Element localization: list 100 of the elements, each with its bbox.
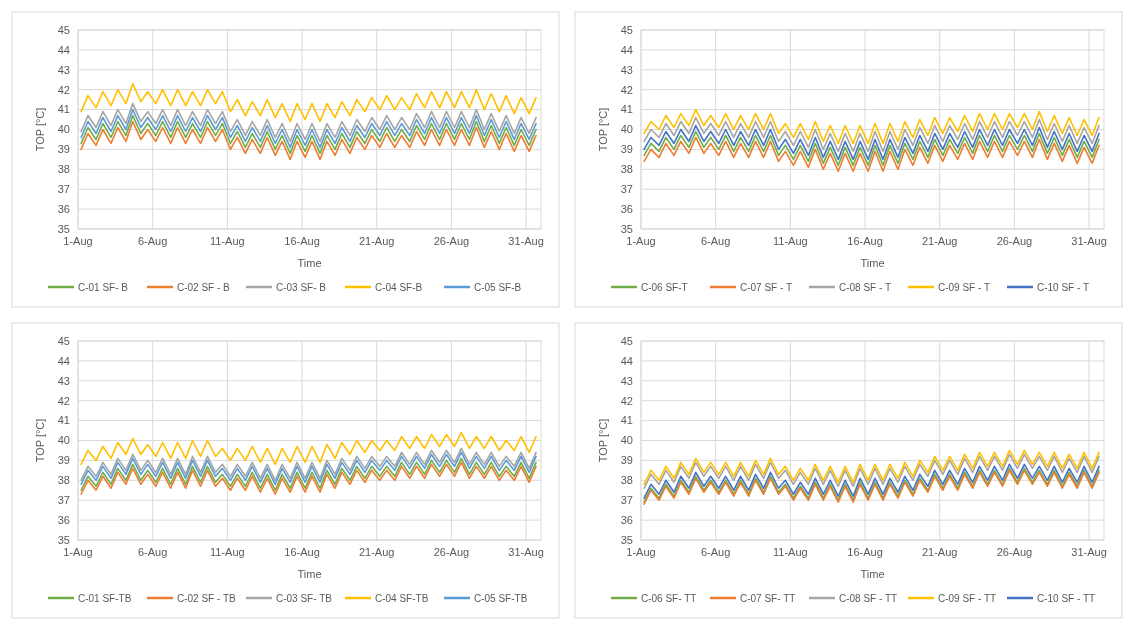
legend-label: C-06 SF- TT [641,592,697,604]
legend-label: C-03 SF- TB [276,592,333,604]
y-tick-label: 36 [620,513,633,526]
y-tick-label: 36 [57,513,70,526]
x-tick-label: 26-Aug [996,235,1033,247]
y-tick-label: 43 [57,63,70,76]
x-tick-label: 6-Aug [138,235,168,247]
y-tick-label: 39 [57,454,70,467]
line-series [643,108,1100,145]
x-tick-label: 16-Aug [284,546,320,558]
y-tick-label: 37 [57,183,70,196]
y-tick-label: 41 [57,414,70,427]
x-tick-label: 31-Aug [508,235,544,247]
legend-label: C-01 SF- B [78,281,129,293]
x-axis-title: Time [860,257,885,269]
y-tick-label: 36 [57,202,70,215]
y-axis-title: TOP [°C] [34,107,46,152]
y-tick-label: 35 [57,533,70,546]
y-tick-label: 44 [620,43,633,56]
legend-label: C-08 SF - TT [839,592,898,604]
legend-label: C-10 SF - T [1037,281,1090,293]
legend-label: C-01 SF-TB [78,592,132,604]
x-tick-label: 21-Aug [921,546,958,558]
y-axis-title: TOP [°C] [597,107,609,152]
line-series [643,124,1100,161]
x-tick-label: 1-Aug [63,235,93,247]
y-tick-label: 39 [620,454,633,467]
legend-label: C-07 SF - T [740,281,793,293]
y-tick-label: 40 [57,434,70,447]
line-series [80,82,537,123]
x-tick-label: 31-Aug [508,546,544,558]
legend-label: C-02 SF - B [177,281,231,293]
line-series [80,431,537,466]
x-tick-label: 6-Aug [701,546,731,558]
x-tick-label: 16-Aug [847,235,883,247]
x-axis-title: Time [297,568,322,580]
x-tick-label: 21-Aug [921,235,958,247]
y-tick-label: 38 [57,474,70,487]
x-axis-title: Time [297,257,322,269]
y-tick-label: 44 [57,354,70,367]
y-tick-label: 35 [620,533,633,546]
x-tick-label: 16-Aug [284,235,320,247]
y-tick-label: 45 [620,334,633,347]
y-tick-label: 35 [620,222,633,235]
x-axis-title: Time [860,568,885,580]
y-tick-label: 40 [57,123,70,136]
x-tick-label: 31-Aug [1071,235,1107,247]
y-axis-title: TOP [°C] [597,418,609,463]
legend-label: C-04 SF-TB [375,592,429,604]
x-tick-label: 11-Aug [773,235,808,247]
y-tick-label: 43 [57,374,70,387]
x-tick-label: 21-Aug [358,235,395,247]
legend-label: C-05 SF-TB [474,592,528,604]
line-series [80,120,537,161]
legend-label: C-03 SF- B [276,281,327,293]
y-tick-label: 40 [620,123,633,136]
legend-label: C-09 SF - T [938,281,991,293]
y-tick-label: 40 [620,434,633,447]
y-tick-label: 45 [57,23,70,36]
line-series [643,136,1100,173]
y-tick-label: 37 [57,494,70,507]
y-tick-label: 41 [57,103,70,116]
y-tick-label: 38 [620,163,633,176]
y-tick-label: 41 [620,414,633,427]
legend-label: C-09 SF - TT [938,592,997,604]
y-tick-label: 45 [620,23,633,36]
y-tick-label: 37 [620,183,633,196]
y-axis-title: TOP [°C] [34,418,46,463]
line-series [80,108,537,149]
x-tick-label: 11-Aug [773,546,808,558]
y-tick-label: 39 [620,143,633,156]
y-tick-label: 41 [620,103,633,116]
line-series [80,102,537,143]
legend-label: C-07 SF- TT [740,592,796,604]
x-tick-label: 11-Aug [210,546,245,558]
x-tick-label: 6-Aug [701,235,731,247]
y-tick-label: 38 [620,474,633,487]
y-tick-label: 43 [620,374,633,387]
x-tick-label: 26-Aug [996,546,1033,558]
y-tick-label: 42 [620,83,633,96]
y-tick-label: 42 [57,83,70,96]
x-tick-label: 11-Aug [210,235,245,247]
x-tick-label: 1-Aug [63,546,93,558]
legend-label: C-04 SF-B [375,281,423,293]
legend-label: C-10 SF - TT [1037,592,1096,604]
x-tick-label: 31-Aug [1071,546,1107,558]
y-tick-label: 44 [57,43,70,56]
legend-label: C-06 SF-T [641,281,688,293]
y-tick-label: 44 [620,354,633,367]
legend-label: C-02 SF - TB [177,592,237,604]
y-tick-label: 45 [57,334,70,347]
y-tick-label: 38 [57,163,70,176]
y-tick-label: 39 [57,143,70,156]
legend-label: C-05 SF-B [474,281,522,293]
y-tick-label: 42 [57,394,70,407]
y-tick-label: 43 [620,63,633,76]
y-tick-label: 36 [620,202,633,215]
x-tick-label: 1-Aug [626,546,656,558]
legend-label: C-08 SF - T [839,281,892,293]
x-tick-label: 16-Aug [847,546,883,558]
